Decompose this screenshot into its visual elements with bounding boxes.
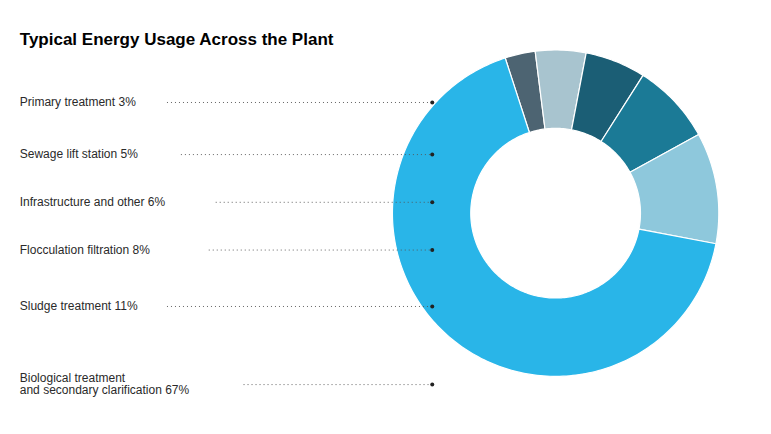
- svg-text:Biological treatmentand second: Biological treatmentand secondary clarif…: [20, 371, 190, 397]
- svg-text:Sludge treatment 11%: Sludge treatment 11%: [20, 299, 138, 313]
- svg-text:Typical Energy Usage Across th: Typical Energy Usage Across the Plant: [20, 30, 334, 49]
- svg-text:Infrastructure and other 6%: Infrastructure and other 6%: [20, 195, 166, 209]
- svg-text:Primary treatment 3%: Primary treatment 3%: [20, 95, 136, 109]
- svg-text:Flocculation filtration 8%: Flocculation filtration 8%: [20, 243, 150, 257]
- svg-text:Sewage lift station 5%: Sewage lift station 5%: [20, 147, 138, 161]
